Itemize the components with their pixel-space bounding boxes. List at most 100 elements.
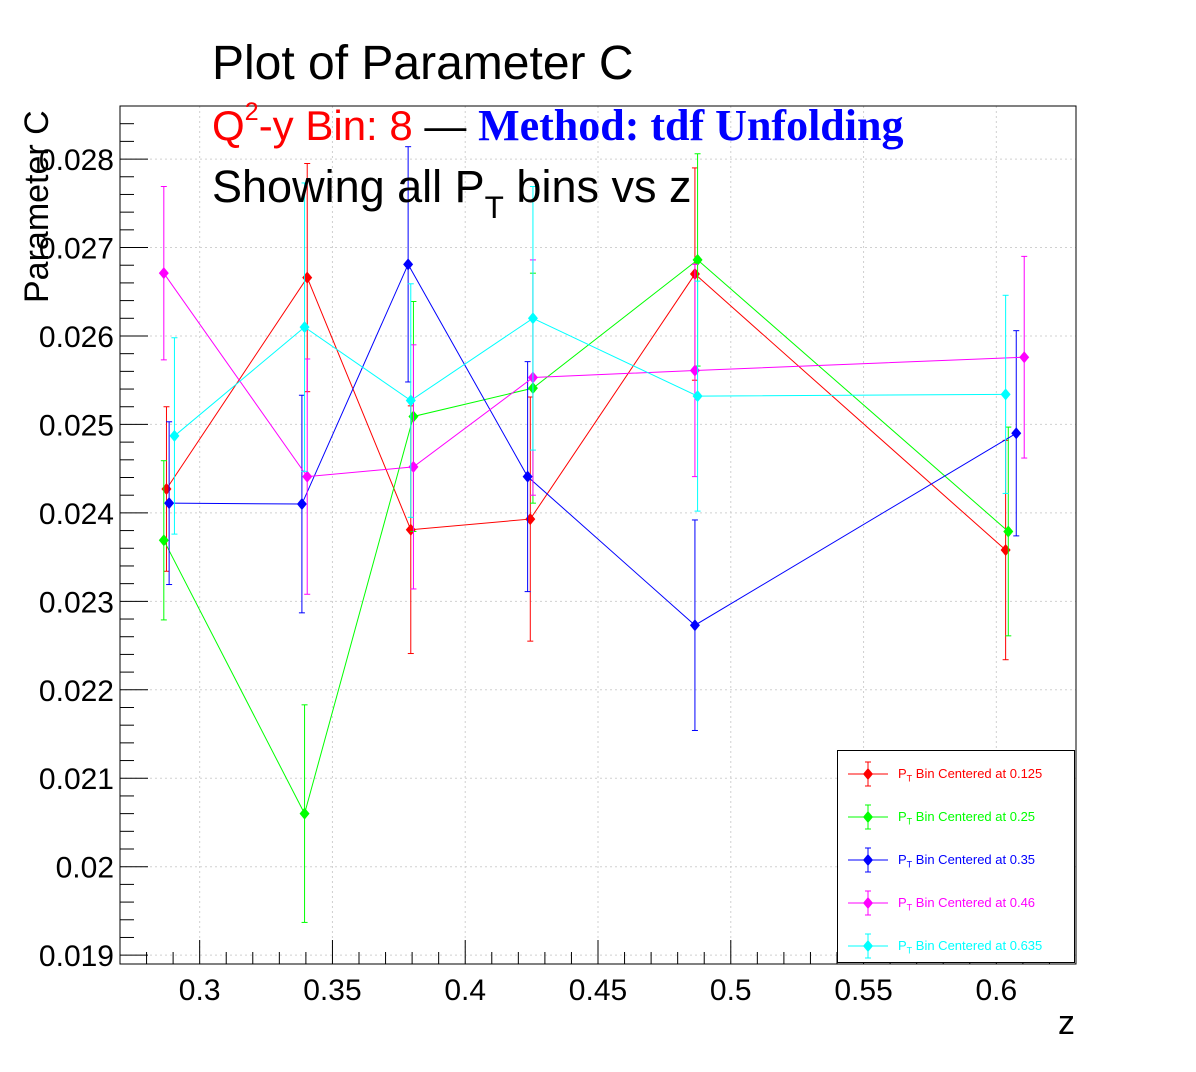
x-tick-label: 0.6 <box>975 974 1017 1007</box>
series-line <box>163 259 1009 815</box>
subtitle-dash: — <box>412 102 479 149</box>
legend-marker <box>848 804 888 830</box>
legend-entry: PT Bin Centered at 0.35 <box>838 840 1076 880</box>
legend-marker <box>848 847 888 873</box>
legend-entry: PT Bin Centered at 0.635 <box>838 926 1076 966</box>
data-point-marker <box>1003 525 1014 538</box>
data-point-marker <box>296 498 307 511</box>
legend-diamond <box>863 940 873 952</box>
data-point-marker <box>403 258 414 271</box>
legend-label: PT Bin Centered at 0.125 <box>898 766 1043 784</box>
chart-subtitle-pt: Showing all PT bins vs z <box>212 160 692 223</box>
legend-label-sub: T <box>906 816 913 827</box>
legend-label-sub: T <box>906 773 913 784</box>
data-point-marker <box>689 619 700 632</box>
y-tick-label: 0.028 <box>39 144 114 177</box>
legend-marker <box>848 933 888 959</box>
subtitle-q-sup: 2 <box>244 97 259 126</box>
legend-label-p: P <box>898 852 907 867</box>
x-tick-label: 0.3 <box>179 974 221 1007</box>
legend-label-text: Bin Centered at 0.25 <box>912 809 1036 824</box>
y-tick-label: 0.023 <box>39 586 114 619</box>
legend-label-text: Bin Centered at 0.46 <box>912 895 1036 910</box>
legend-diamond <box>863 854 873 866</box>
data-point-marker <box>525 513 536 526</box>
data-point-marker <box>1019 351 1030 364</box>
legend-label-text: Bin Centered at 0.635 <box>912 938 1043 953</box>
subtitle3-pre: Showing all P <box>212 161 485 212</box>
data-point-marker <box>692 390 703 403</box>
data-point-marker <box>405 523 416 536</box>
legend-label-p: P <box>898 938 907 953</box>
legend-diamond <box>863 811 873 823</box>
data-point-marker <box>692 253 703 266</box>
data-point-marker <box>169 429 180 442</box>
x-tick-label: 0.5 <box>710 974 752 1007</box>
legend: PT Bin Centered at 0.125 PT Bin Centered … <box>837 750 1075 963</box>
x-tick-label: 0.45 <box>569 974 627 1007</box>
x-tick-label: 0.35 <box>303 974 361 1007</box>
legend-label: PT Bin Centered at 0.46 <box>898 895 1036 913</box>
legend-marker <box>848 890 888 916</box>
x-axis-label: z <box>1058 1004 1075 1042</box>
series-line <box>169 263 1017 626</box>
legend-entry: PT Bin Centered at 0.125 <box>838 754 1076 794</box>
y-tick-label: 0.021 <box>39 763 114 796</box>
axis-ticks: 0.3 0.35 0.4 0.45 0.5 0.55 0.6 0.019 0.02 0.021 0.… <box>39 105 1077 1007</box>
y-tick-label: 0.027 <box>39 233 114 266</box>
y-tick-label: 0.022 <box>39 675 114 708</box>
legend-label: PT Bin Centered at 0.35 <box>898 852 1036 870</box>
x-tick-label: 0.55 <box>834 974 892 1007</box>
series-4 <box>169 182 1011 535</box>
series-line <box>174 317 1006 437</box>
data-point-marker <box>161 483 172 496</box>
legend-label-p: P <box>898 766 907 781</box>
legend-label-text: Bin Centered at 0.35 <box>912 852 1036 867</box>
legend-diamond <box>863 897 873 909</box>
legend-label-p: P <box>898 895 907 910</box>
data-point-marker <box>1000 544 1011 557</box>
legend-diamond <box>863 768 873 780</box>
legend-label-p: P <box>898 809 907 824</box>
legend-label-text: Bin Centered at 0.125 <box>912 766 1043 781</box>
data-point-marker <box>158 534 169 547</box>
y-axis-label: Parameter C <box>18 110 56 303</box>
data-point-marker <box>405 394 416 407</box>
series-0 <box>161 162 1011 661</box>
data-point-marker <box>164 497 175 510</box>
legend-entry: PT Bin Centered at 0.46 <box>838 883 1076 923</box>
y-tick-label: 0.025 <box>39 409 114 442</box>
series-layer <box>158 146 1030 923</box>
series-2 <box>164 146 1022 731</box>
series-line <box>166 273 1006 551</box>
data-point-marker <box>302 470 313 483</box>
data-point-marker <box>408 460 419 473</box>
legend-label: PT Bin Centered at 0.25 <box>898 809 1036 827</box>
legend-label-sub: T <box>906 859 913 870</box>
subtitle-bin: -y Bin: 8 <box>258 102 413 149</box>
subtitle-q: Q <box>212 102 245 149</box>
data-point-marker <box>302 271 313 284</box>
legend-label-sub: T <box>906 902 913 913</box>
y-tick-label: 0.019 <box>39 940 114 973</box>
chart-subtitle-bin: Q2-y Bin: 8 — Method: tdf Unfolding <box>212 97 904 152</box>
subtitle3-sub: T <box>484 188 504 225</box>
legend-label: PT Bin Centered at 0.635 <box>898 938 1043 956</box>
x-tick-label: 0.4 <box>444 974 486 1007</box>
y-tick-label: 0.02 <box>56 852 114 885</box>
subtitle3-post: bins vs z <box>503 161 692 212</box>
data-point-marker <box>299 321 310 334</box>
chart-title: Plot of Parameter C <box>212 37 634 90</box>
series-line <box>163 272 1025 478</box>
legend-marker <box>848 761 888 787</box>
y-tick-label: 0.024 <box>39 498 114 531</box>
data-point-marker <box>522 470 533 483</box>
series-3 <box>158 185 1030 595</box>
y-tick-label: 0.026 <box>39 321 114 354</box>
legend-entry: PT Bin Centered at 0.25 <box>838 797 1076 837</box>
legend-label-sub: T <box>906 945 913 956</box>
subtitle-method: Method: tdf Unfolding <box>478 101 904 150</box>
data-point-marker <box>527 312 538 325</box>
data-point-marker <box>299 807 310 820</box>
